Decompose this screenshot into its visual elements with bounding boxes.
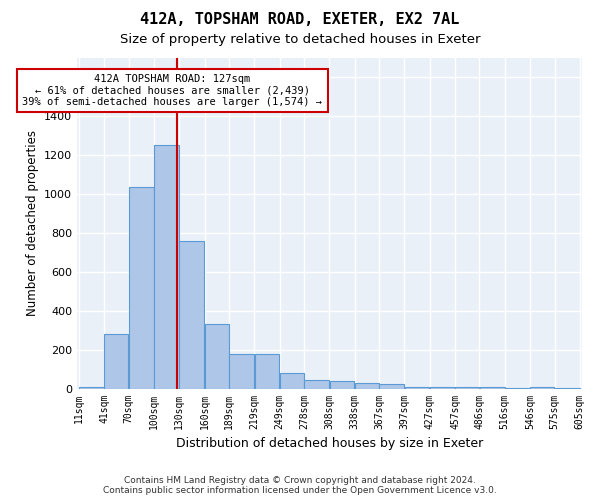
Bar [480, 386, 505, 388]
Bar [304, 380, 329, 388]
Bar [430, 386, 455, 388]
Bar [280, 373, 304, 388]
Bar [329, 381, 355, 388]
Text: Size of property relative to detached houses in Exeter: Size of property relative to detached ho… [120, 32, 480, 46]
Bar [79, 386, 104, 388]
Bar [254, 354, 280, 388]
Text: 412A TOPSHAM ROAD: 127sqm
← 61% of detached houses are smaller (2,439)
39% of se: 412A TOPSHAM ROAD: 127sqm ← 61% of detac… [22, 74, 322, 107]
Bar [355, 382, 379, 388]
Bar [530, 386, 554, 388]
Bar [154, 145, 179, 388]
Bar [229, 354, 254, 388]
Y-axis label: Number of detached properties: Number of detached properties [26, 130, 38, 316]
Bar [455, 386, 479, 388]
Bar [205, 324, 229, 388]
Bar [179, 240, 204, 388]
Text: 412A, TOPSHAM ROAD, EXETER, EX2 7AL: 412A, TOPSHAM ROAD, EXETER, EX2 7AL [140, 12, 460, 28]
Bar [104, 334, 128, 388]
Bar [404, 386, 430, 388]
Bar [129, 187, 154, 388]
X-axis label: Distribution of detached houses by size in Exeter: Distribution of detached houses by size … [176, 437, 483, 450]
Bar [379, 384, 404, 388]
Text: Contains HM Land Registry data © Crown copyright and database right 2024.
Contai: Contains HM Land Registry data © Crown c… [103, 476, 497, 495]
